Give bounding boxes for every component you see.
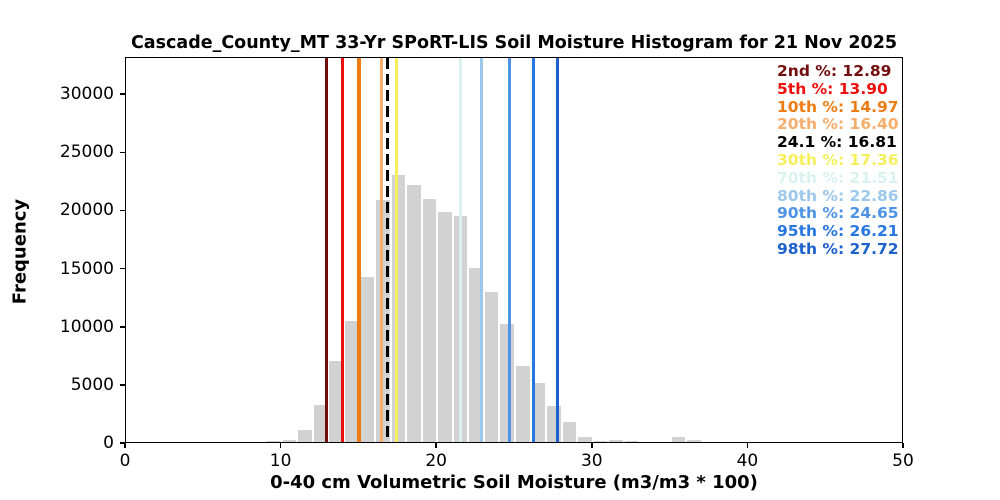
y-tick-label: 25000 [59,142,114,163]
percentile-line-90th [507,58,512,442]
y-tick-label: 5000 [70,374,114,395]
x-tick-mark [902,443,904,448]
x-tick-label: 50 [892,451,914,471]
histogram-bar [407,184,421,442]
histogram-bar [360,276,374,442]
legend-entry: 90th %: 24.65 [777,204,899,223]
histogram-bar [624,441,639,442]
legend-entry: 80th %: 22.86 [777,186,899,205]
histogram-bar [562,422,577,442]
x-tick-mark [746,443,749,448]
x-tick-label: 0 [119,451,131,471]
x-tick-mark [435,443,437,448]
y-tick-mark [120,267,125,270]
legend-entry: 5th %: 13.90 [777,79,888,98]
histogram-bar [516,366,530,442]
histogram-bar [422,199,437,442]
histogram-bar [329,361,343,442]
plot-area [125,57,903,443]
percentile-line-95th [532,58,536,442]
percentile-line-80th [480,58,484,442]
legend-entry: 95th %: 26.21 [777,222,899,241]
histogram-bar [267,440,281,442]
y-tick-mark [120,442,125,444]
y-tick-mark [120,93,125,95]
x-tick-label: 30 [580,451,603,471]
histogram-bar [469,268,483,442]
histogram-bar [687,439,701,442]
x-tick-label: 10 [269,451,292,471]
x-tick-mark [124,443,126,448]
histogram-bar [484,292,499,442]
percentile-line-98th [555,58,559,442]
x-axis-label: 0-40 cm Volumetric Soil Moisture (m3/m3 … [270,472,758,493]
histogram-bar [578,436,592,442]
histogram-bar [438,212,452,442]
percentile-line-70th [459,58,463,442]
y-tick-label: 10000 [59,316,114,337]
percentile-line-10th [357,58,361,442]
x-tick-label: 20 [425,451,447,471]
x-tick-mark [279,443,282,448]
chart-title: Cascade_County_MT 33-Yr SPoRT-LIS Soil M… [130,33,898,53]
legend-entry: 10th %: 14.97 [777,97,899,116]
percentile-line-20th [379,58,383,442]
y-tick-mark [120,151,125,154]
percentile-line-24-1 [385,58,390,442]
y-tick-mark [120,384,125,386]
y-tick-label: 30000 [59,84,114,105]
y-tick-mark [120,209,125,212]
y-tick-mark [120,325,125,328]
y-tick-label: 0 [103,433,114,453]
percentile-line-5th [340,58,344,442]
y-axis-label: Frequency [9,198,31,305]
percentile-line-2nd [324,58,329,442]
histogram-bar [344,321,359,442]
histogram-bar [282,439,297,442]
histogram-bar [298,430,312,442]
x-tick-mark [591,443,593,448]
legend-entry: 2nd %: 12.89 [777,62,892,80]
percentile-legend: 2nd %: 12.89 5th %: 13.90 10th %: 14.97 20t… [777,62,899,259]
legend-entry: 98th %: 27.72 [777,239,899,258]
percentile-line-30th [394,58,398,442]
histogram-bar [593,440,608,442]
legend-entry: 24.1 %: 16.81 [777,133,897,152]
y-tick-label: 20000 [59,200,114,221]
legend-entry: 70th %: 21.51 [777,168,899,187]
x-tick-label: 40 [736,451,759,471]
histogram-bar [609,440,623,442]
histogram-bar [313,405,328,442]
histogram-bar [671,436,686,442]
legend-entry: 30th %: 17.36 [777,150,899,169]
y-tick-label: 15000 [59,258,114,279]
legend-entry: 20th %: 16.40 [777,115,899,134]
